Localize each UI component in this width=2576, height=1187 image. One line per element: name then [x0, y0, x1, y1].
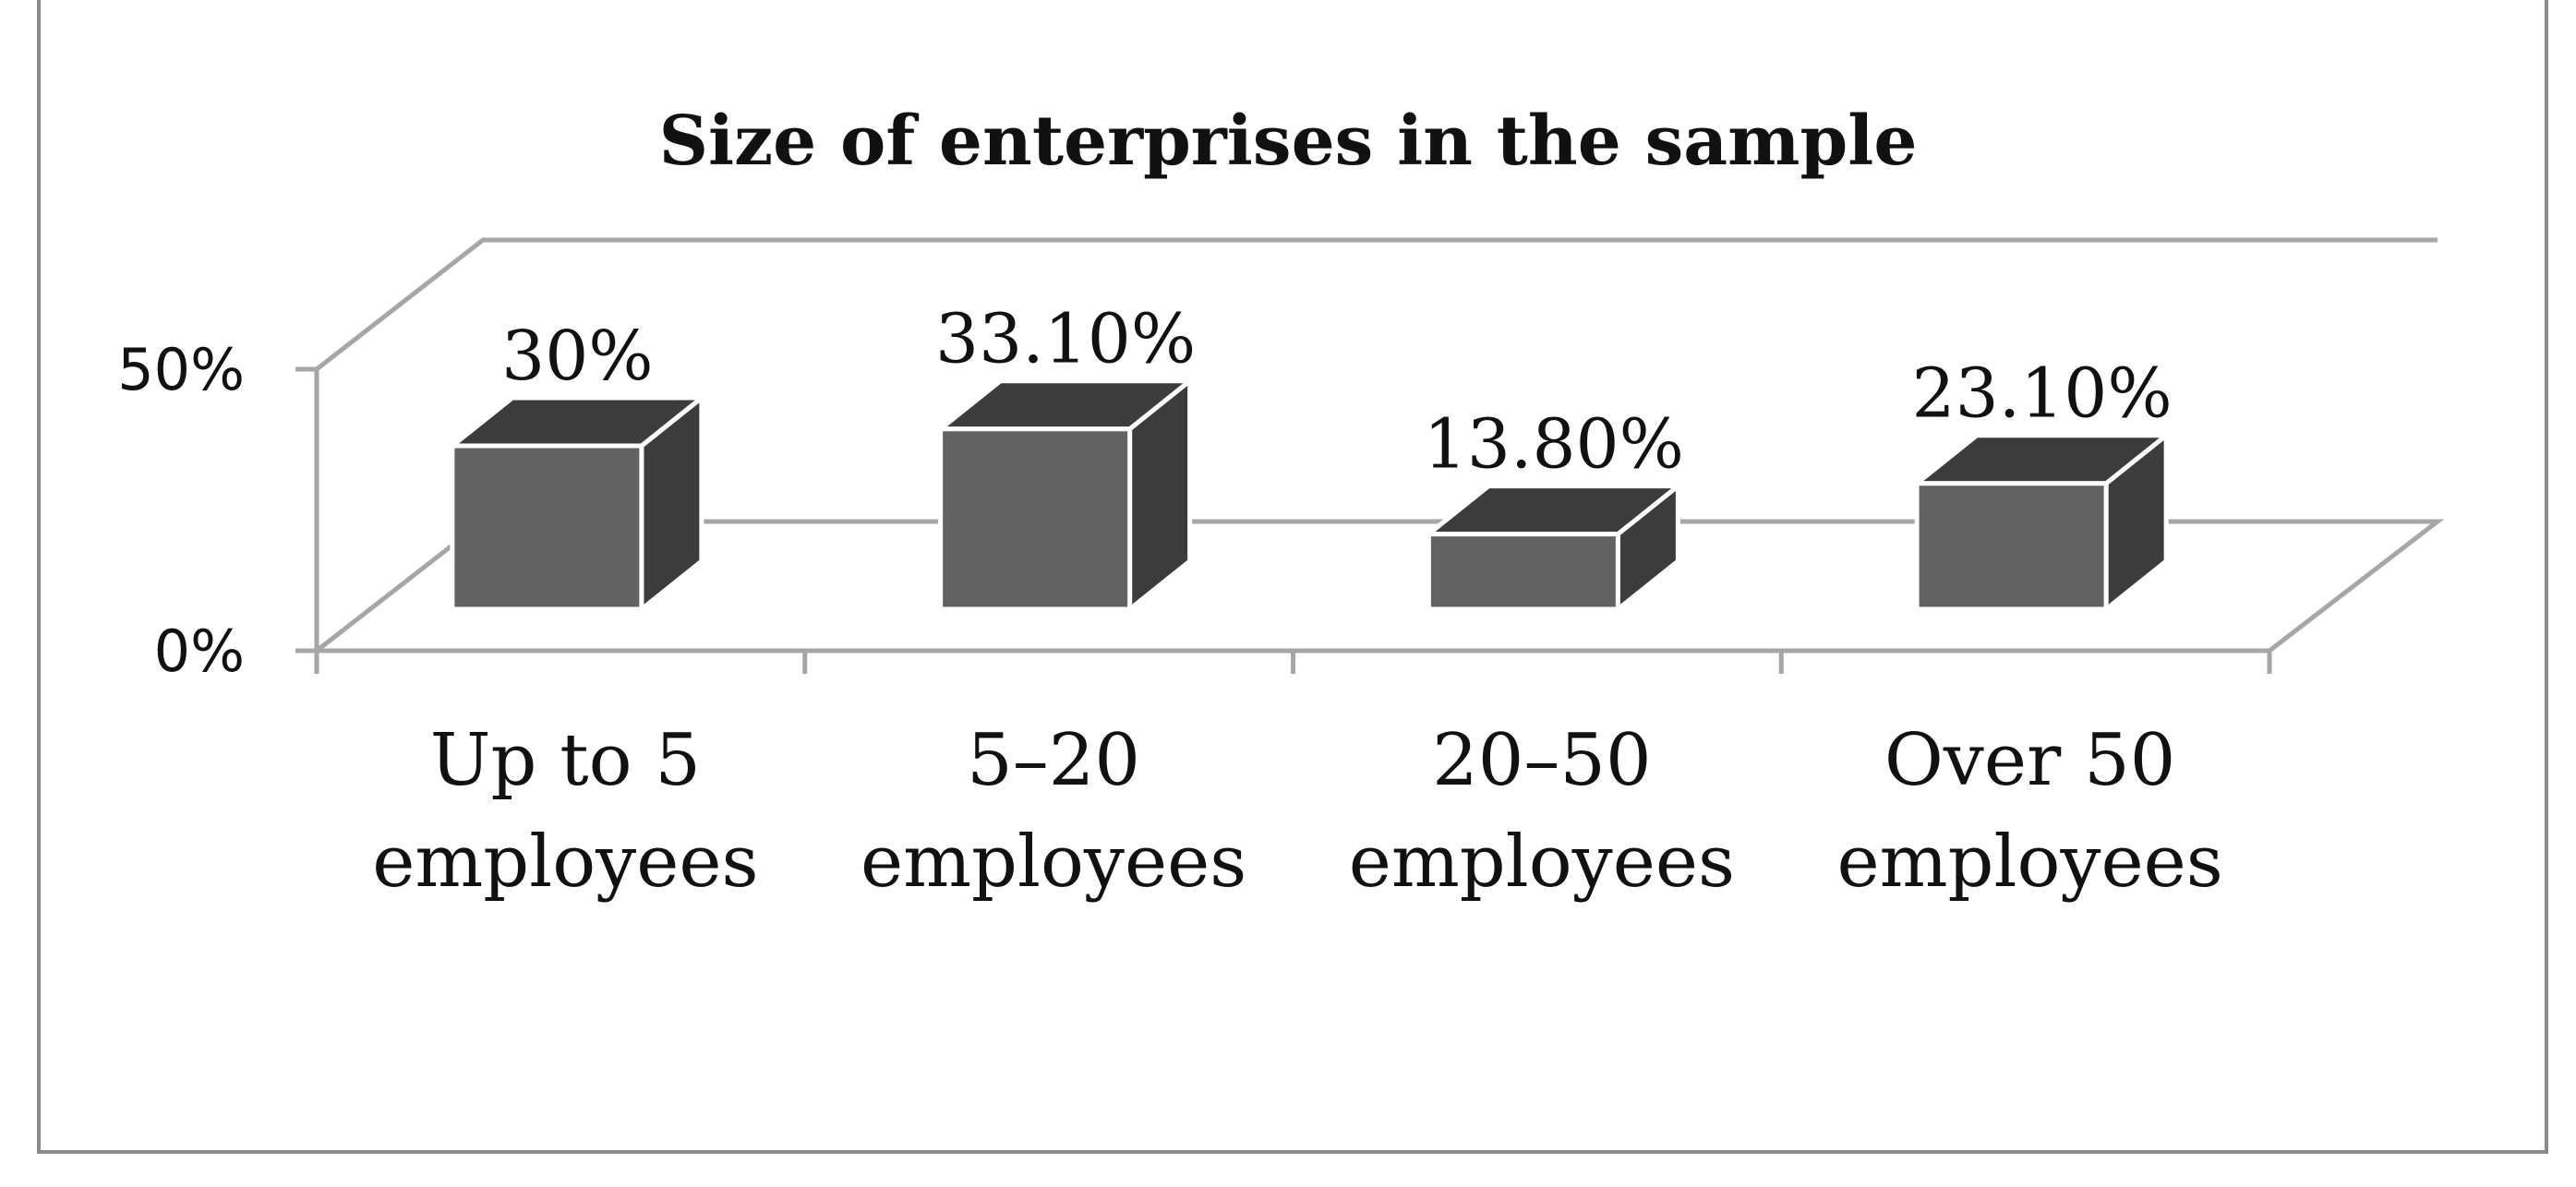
x-category-label: 20–50: [1432, 719, 1652, 802]
data-label: 33.10%: [935, 300, 1196, 379]
data-label: 30%: [501, 317, 653, 396]
x-category-label: employees: [1349, 821, 1735, 904]
x-category-label: 5–20: [967, 719, 1140, 802]
data-label: 13.80%: [1424, 405, 1684, 485]
x-category-label: employees: [1836, 821, 2222, 904]
bar: [1914, 481, 2109, 612]
bar: [1426, 532, 1620, 612]
x-category-label: employees: [372, 821, 758, 904]
bar: [938, 426, 1133, 612]
y-tick-label: 0%: [154, 617, 245, 685]
bar: [450, 443, 644, 612]
x-category-label: Up to 5: [430, 719, 701, 802]
x-category-label: Over 50: [1884, 719, 2176, 802]
back-wall-top-edge: [315, 237, 2438, 371]
chart-title: Size of enterprises in the sample: [658, 102, 1918, 181]
y-tick-label: 50%: [117, 336, 245, 403]
data-label: 23.10%: [1912, 354, 2173, 434]
x-category-label: employees: [861, 821, 1246, 904]
